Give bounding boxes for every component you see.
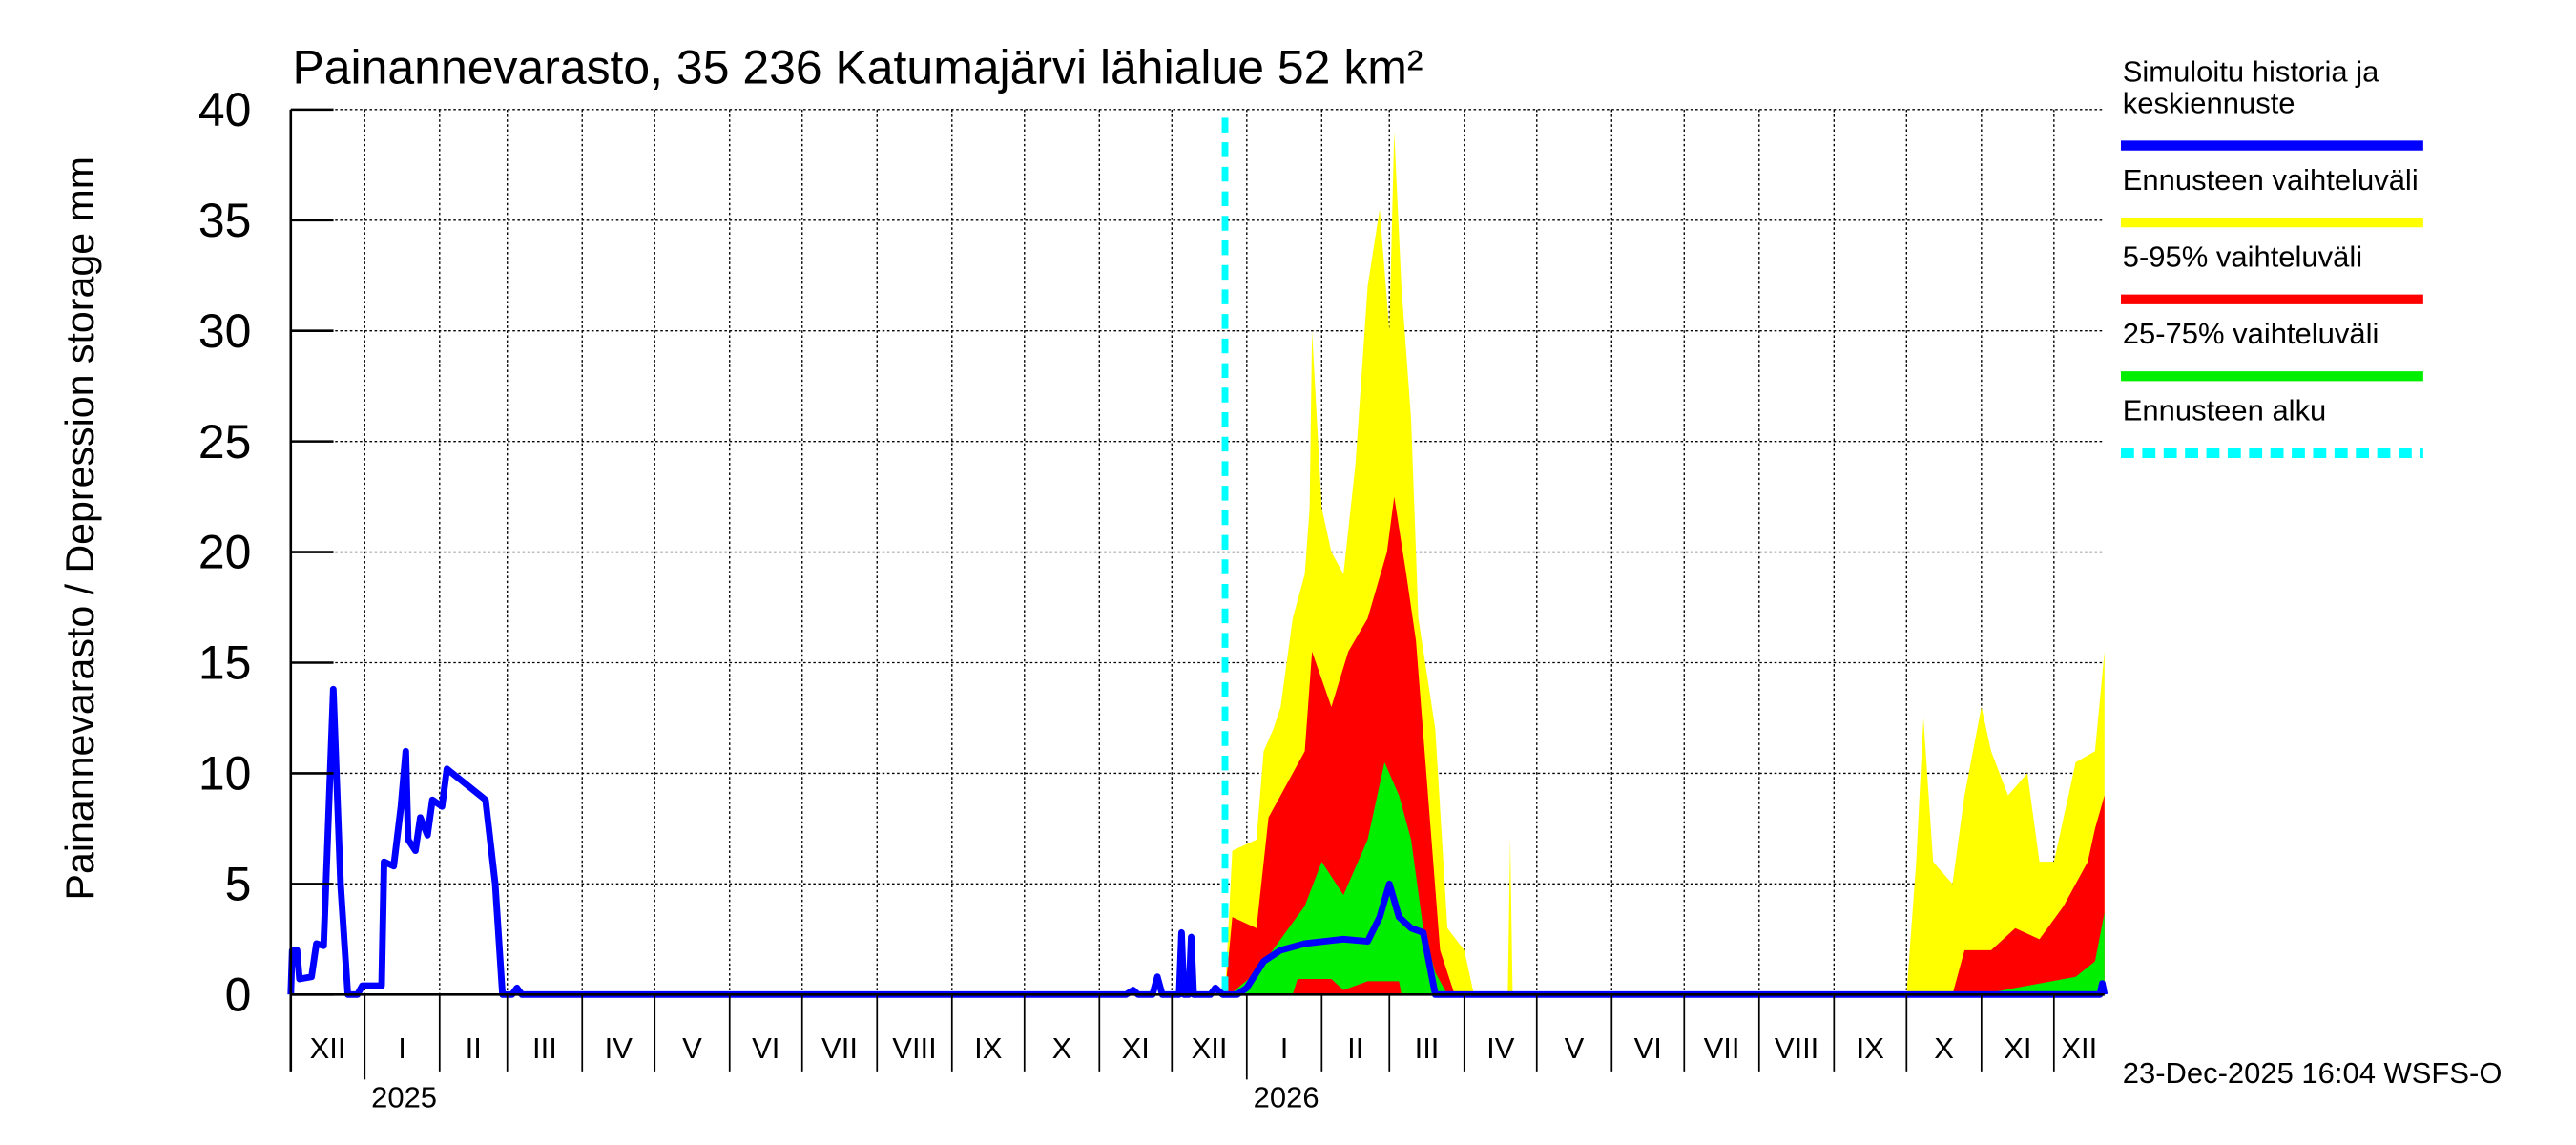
y-tick-label: 35 [198,194,252,247]
legend-label: Simuloitu historia ja [2123,55,2379,89]
year-label: 2026 [1254,1081,1319,1114]
grid [290,109,2105,995]
y-axis-label: Painannevarasto / Depression storage mm [58,156,102,901]
band-25-75-vaihteluv-li [1225,761,2105,995]
timestamp: 23-Dec-2025 16:04 WSFS-O [2123,1056,2503,1090]
month-label: IX [1857,1031,1884,1065]
month-label: IX [974,1031,1002,1065]
legend-label: keskiennuste [2123,86,2296,119]
y-tick-label: 40 [198,83,252,136]
month-label: IV [605,1031,634,1065]
y-tick-label: 10 [198,747,252,801]
month-label: VI [752,1031,779,1065]
y-tick-label: 25 [198,415,252,468]
legend-label: Ennusteen alku [2123,394,2327,427]
legend-label: Ennusteen vaihteluväli [2123,163,2419,197]
month-label: VII [821,1031,858,1065]
median-line [287,685,2109,998]
legend-label: 5-95% vaihteluväli [2123,239,2362,273]
bands [1225,132,2105,995]
month-label: III [532,1031,557,1065]
year-label: 2025 [371,1081,437,1114]
month-label: VII [1704,1031,1740,1065]
month-label: III [1415,1031,1440,1065]
y-tick-label: 0 [225,968,252,1022]
y-tick-label: 30 [198,304,252,358]
month-label: X [1934,1031,1954,1065]
month-label: VI [1634,1031,1662,1065]
month-label: V [682,1031,702,1065]
month-label: XII [310,1031,346,1065]
month-label: XII [1192,1031,1228,1065]
month-label: IV [1486,1031,1515,1065]
month-label: XI [2004,1031,2031,1065]
chart-title: Painannevarasto, 35 236 Katumajärvi lähi… [293,41,1423,94]
legend-label: 25-75% vaihteluväli [2123,317,2379,350]
month-label: V [1565,1031,1585,1065]
month-label: II [466,1031,482,1065]
month-label: I [398,1031,406,1065]
y-tick-label: 20 [198,526,252,579]
month-label: XI [1122,1031,1150,1065]
y-tick-label: 5 [225,858,252,911]
y-tick-label: 15 [198,636,252,690]
month-label: VIII [1775,1031,1818,1065]
month-label: X [1052,1031,1072,1065]
lines [287,117,2109,998]
month-label: II [1347,1031,1363,1065]
month-label: VIII [892,1031,936,1065]
month-label: XII [2061,1031,2097,1065]
month-label: I [1280,1031,1289,1065]
